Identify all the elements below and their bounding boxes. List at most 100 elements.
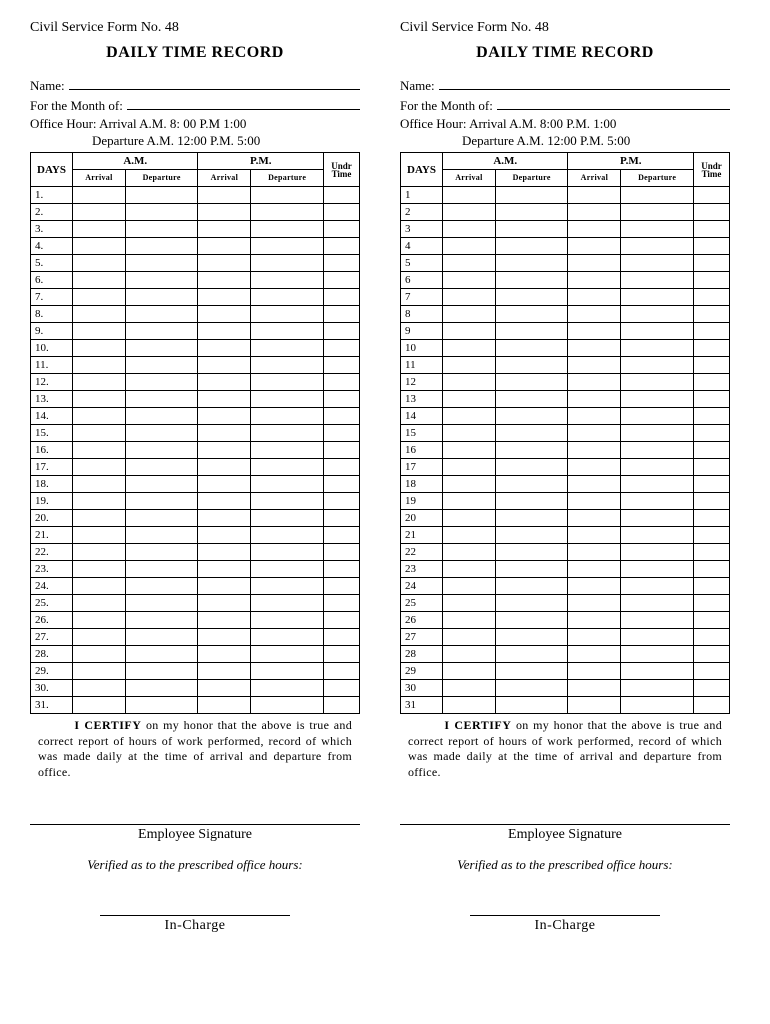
pm-arrival-cell[interactable] <box>568 187 621 204</box>
am-departure-cell[interactable] <box>125 442 198 459</box>
pm-departure-cell[interactable] <box>251 612 324 629</box>
pm-departure-cell[interactable] <box>251 221 324 238</box>
am-departure-cell[interactable] <box>125 306 198 323</box>
pm-departure-cell[interactable] <box>621 612 694 629</box>
pm-departure-cell[interactable] <box>251 663 324 680</box>
am-arrival-cell[interactable] <box>443 204 496 221</box>
pm-departure-cell[interactable] <box>621 374 694 391</box>
am-departure-cell[interactable] <box>125 493 198 510</box>
am-arrival-cell[interactable] <box>443 442 496 459</box>
pm-arrival-cell[interactable] <box>198 340 251 357</box>
undr-cell[interactable] <box>324 629 360 646</box>
undr-cell[interactable] <box>694 289 730 306</box>
am-arrival-cell[interactable] <box>73 272 126 289</box>
pm-arrival-cell[interactable] <box>568 544 621 561</box>
undr-cell[interactable] <box>324 680 360 697</box>
am-arrival-cell[interactable] <box>443 255 496 272</box>
pm-departure-cell[interactable] <box>251 476 324 493</box>
am-departure-cell[interactable] <box>125 629 198 646</box>
am-arrival-cell[interactable] <box>73 680 126 697</box>
pm-departure-cell[interactable] <box>251 408 324 425</box>
undr-cell[interactable] <box>324 442 360 459</box>
am-arrival-cell[interactable] <box>443 306 496 323</box>
pm-arrival-cell[interactable] <box>568 204 621 221</box>
am-departure-cell[interactable] <box>125 340 198 357</box>
pm-arrival-cell[interactable] <box>198 544 251 561</box>
am-arrival-cell[interactable] <box>73 663 126 680</box>
pm-departure-cell[interactable] <box>251 374 324 391</box>
am-arrival-cell[interactable] <box>443 510 496 527</box>
pm-departure-cell[interactable] <box>251 391 324 408</box>
am-departure-cell[interactable] <box>495 510 568 527</box>
pm-arrival-cell[interactable] <box>198 680 251 697</box>
pm-arrival-cell[interactable] <box>568 323 621 340</box>
pm-departure-cell[interactable] <box>251 289 324 306</box>
undr-cell[interactable] <box>694 408 730 425</box>
pm-arrival-cell[interactable] <box>568 578 621 595</box>
am-departure-cell[interactable] <box>125 272 198 289</box>
am-arrival-cell[interactable] <box>443 289 496 306</box>
pm-departure-cell[interactable] <box>621 204 694 221</box>
pm-arrival-cell[interactable] <box>568 272 621 289</box>
am-departure-cell[interactable] <box>125 680 198 697</box>
pm-arrival-cell[interactable] <box>568 697 621 714</box>
pm-departure-cell[interactable] <box>621 357 694 374</box>
am-departure-cell[interactable] <box>495 612 568 629</box>
pm-arrival-cell[interactable] <box>198 510 251 527</box>
am-departure-cell[interactable] <box>125 595 198 612</box>
pm-arrival-cell[interactable] <box>198 442 251 459</box>
pm-departure-cell[interactable] <box>251 425 324 442</box>
undr-cell[interactable] <box>694 544 730 561</box>
undr-cell[interactable] <box>694 629 730 646</box>
pm-departure-cell[interactable] <box>621 476 694 493</box>
am-departure-cell[interactable] <box>495 527 568 544</box>
am-arrival-cell[interactable] <box>443 238 496 255</box>
am-departure-cell[interactable] <box>125 408 198 425</box>
undr-cell[interactable] <box>694 476 730 493</box>
am-departure-cell[interactable] <box>125 697 198 714</box>
am-arrival-cell[interactable] <box>73 578 126 595</box>
am-departure-cell[interactable] <box>495 595 568 612</box>
pm-departure-cell[interactable] <box>621 646 694 663</box>
pm-arrival-cell[interactable] <box>568 374 621 391</box>
am-arrival-cell[interactable] <box>73 391 126 408</box>
am-departure-cell[interactable] <box>125 425 198 442</box>
am-arrival-cell[interactable] <box>73 187 126 204</box>
pm-departure-cell[interactable] <box>251 527 324 544</box>
pm-departure-cell[interactable] <box>251 544 324 561</box>
am-arrival-cell[interactable] <box>443 425 496 442</box>
am-departure-cell[interactable] <box>125 459 198 476</box>
am-departure-cell[interactable] <box>125 255 198 272</box>
pm-arrival-cell[interactable] <box>198 612 251 629</box>
pm-arrival-cell[interactable] <box>568 595 621 612</box>
am-arrival-cell[interactable] <box>73 374 126 391</box>
pm-departure-cell[interactable] <box>621 221 694 238</box>
am-departure-cell[interactable] <box>495 442 568 459</box>
pm-departure-cell[interactable] <box>621 306 694 323</box>
am-arrival-cell[interactable] <box>73 612 126 629</box>
undr-cell[interactable] <box>694 357 730 374</box>
emp-sig-line[interactable] <box>400 824 730 825</box>
am-arrival-cell[interactable] <box>443 340 496 357</box>
pm-departure-cell[interactable] <box>621 578 694 595</box>
am-arrival-cell[interactable] <box>443 561 496 578</box>
undr-cell[interactable] <box>694 323 730 340</box>
undr-cell[interactable] <box>694 255 730 272</box>
pm-departure-cell[interactable] <box>251 204 324 221</box>
pm-departure-cell[interactable] <box>251 595 324 612</box>
am-arrival-cell[interactable] <box>443 357 496 374</box>
am-departure-cell[interactable] <box>495 289 568 306</box>
pm-arrival-cell[interactable] <box>198 561 251 578</box>
am-arrival-cell[interactable] <box>443 493 496 510</box>
am-departure-cell[interactable] <box>125 238 198 255</box>
undr-cell[interactable] <box>694 391 730 408</box>
am-departure-cell[interactable] <box>495 629 568 646</box>
am-arrival-cell[interactable] <box>443 408 496 425</box>
am-departure-cell[interactable] <box>495 204 568 221</box>
undr-cell[interactable] <box>324 408 360 425</box>
pm-arrival-cell[interactable] <box>568 391 621 408</box>
incharge-line[interactable] <box>470 915 660 916</box>
pm-departure-cell[interactable] <box>251 646 324 663</box>
pm-departure-cell[interactable] <box>251 510 324 527</box>
undr-cell[interactable] <box>324 255 360 272</box>
